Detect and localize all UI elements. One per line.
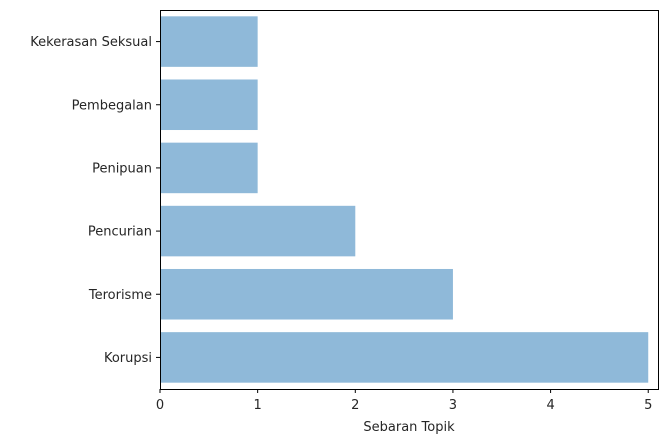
bar-penipuan [160, 142, 258, 194]
y-tick-label-penipuan: Penipuan [92, 161, 152, 176]
y-tick-label-terorisme: Terorisme [88, 288, 152, 303]
y-tick-label-pembegalan: Pembegalan [72, 98, 152, 113]
bar-korupsi [160, 332, 649, 383]
bar-pembegalan [160, 79, 258, 131]
bar-pencurian [160, 205, 356, 257]
y-axis-ticks: Korupsi Terorisme Pencurian Penipuan Pembega… [30, 35, 160, 366]
x-tick-label-4: 4 [546, 398, 554, 413]
x-tick-label-5: 5 [644, 398, 652, 413]
x-tick-label-1: 1 [254, 398, 262, 413]
y-tick-label-kekerasan-seksual: Kekerasan Seksual [30, 35, 152, 50]
y-tick-label-pencurian: Pencurian [88, 225, 152, 240]
bar-kekerasan-seksual [160, 16, 258, 67]
x-axis-label: Sebaran Topik [363, 420, 455, 435]
bars-group [160, 16, 649, 383]
x-axis-ticks: 0 1 2 3 4 5 [156, 389, 652, 413]
x-tick-label-0: 0 [156, 398, 164, 413]
x-tick-label-2: 2 [351, 398, 359, 413]
bar-terorisme [160, 268, 453, 320]
x-tick-label-3: 3 [449, 398, 457, 413]
plot-frame [160, 10, 659, 390]
y-tick-label-korupsi: Korupsi [104, 351, 152, 366]
